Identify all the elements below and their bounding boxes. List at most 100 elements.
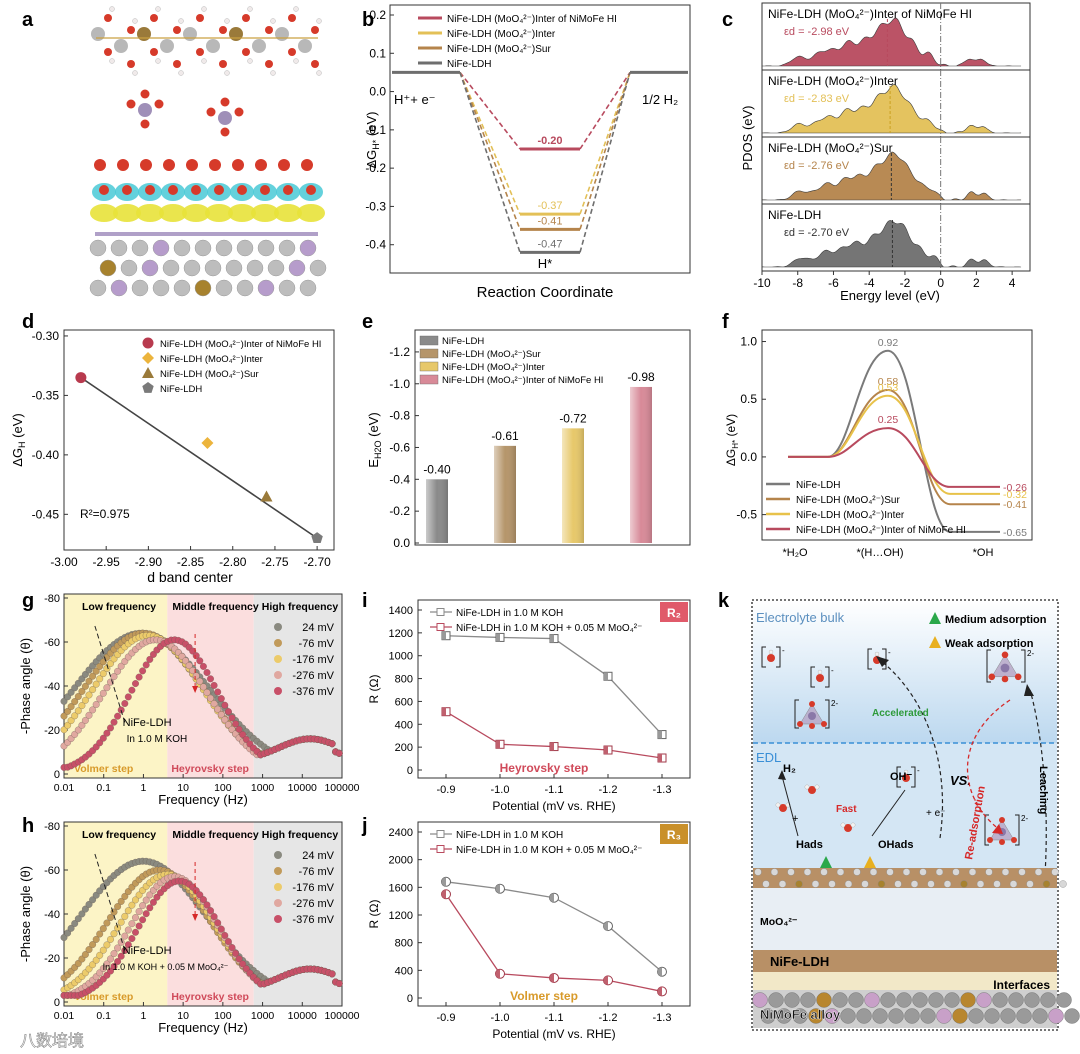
chart-e-legend-swatch <box>419 348 439 359</box>
chart-g-point <box>107 724 114 732</box>
chart-g-point <box>235 725 243 733</box>
chart-f-legend-label: NiFe-LDH (MoO₄²⁻)Sur <box>796 495 900 506</box>
chart-e-frame <box>414 329 691 546</box>
chart-b-value-label: -0.20 <box>537 135 562 147</box>
chart-i-badge-label: R₂ <box>667 606 681 620</box>
chart-h-point <box>92 935 100 943</box>
oxygen-atom <box>306 185 316 195</box>
chart-h-point <box>60 934 68 941</box>
oxo-species <box>902 774 910 782</box>
medium-adsorption-icon <box>929 612 941 624</box>
chart-g-ytick-label: 0 <box>54 769 60 781</box>
molybdate-mo-atom <box>1000 663 1010 673</box>
chart-g-xlabel: Frequency (Hz) <box>158 792 248 807</box>
ldh-lattice-atom <box>836 868 845 876</box>
chart-j-badge-label: R₃ <box>667 828 681 842</box>
chart-h-annotation-2: In 1.0 M KOH + 0.05 M MoO₄²⁻ <box>103 962 229 972</box>
chart-b-frame <box>389 4 691 274</box>
chart-h-step-heyrovsky: Heyrovsky step <box>171 991 249 1003</box>
chart-e-value-label: -0.61 <box>491 429 519 443</box>
chart-h-point <box>121 912 129 920</box>
chart-i-ytick-label: 200 <box>395 742 413 754</box>
oxygen-atom <box>311 26 319 34</box>
chart-g-point <box>224 708 232 716</box>
molybdate-o-atom <box>1001 675 1009 683</box>
alloy-atom <box>152 279 170 297</box>
alloy-atom <box>194 239 212 257</box>
chart-f-peak-label: 0.58 <box>878 376 899 388</box>
bracket-left <box>867 648 872 670</box>
chart-g-point <box>135 673 143 681</box>
alloy-atom <box>288 259 306 277</box>
chart-i-ytick-label: 800 <box>395 674 413 686</box>
panel-labels: a b c d e f g h i j k <box>22 9 733 837</box>
ldh-lattice-atom <box>795 880 803 888</box>
alloy-atom <box>257 239 275 257</box>
chart-f-xcategory: *(H…OH) <box>856 547 903 559</box>
chart-g-point <box>74 726 82 734</box>
chart-h-point <box>74 915 82 923</box>
chart-h-point <box>96 930 104 938</box>
chart-h-legend-marker <box>274 851 282 859</box>
chart-j-point-fill <box>603 921 608 931</box>
ldh-lattice-atom <box>877 880 886 888</box>
chart-h-point <box>103 960 111 968</box>
chart-d-legend-marker <box>142 367 154 378</box>
ldh-metal-atom <box>206 39 220 53</box>
chart-b-dash-out <box>579 71 631 150</box>
chart-d-legend-marker <box>142 352 154 364</box>
chart-b-ytick-label: 0.2 <box>369 8 386 22</box>
chart-f-ylabel: ΔGH* (eV) <box>724 414 740 466</box>
chart-f-energy-profile: -0.5 0.0 0.5 1.0 *H₂O *(H…OH) *OH ΔGH* (eV) 0.… <box>724 329 1033 559</box>
chart-f-line <box>788 394 1000 495</box>
watermark: 八数培境 <box>20 1031 84 1050</box>
hydrogen-atom <box>224 70 230 76</box>
chart-f-ytick-label: 1.0 <box>740 335 757 349</box>
chart-g-point <box>203 689 211 696</box>
alloy-atom <box>141 259 159 277</box>
chart-j-legend-marker <box>436 830 445 838</box>
chart-h-point <box>114 958 122 965</box>
panel-label-g: g <box>22 590 34 612</box>
chart-f-xcategory: *OH <box>973 547 994 559</box>
chart-h-point <box>78 910 86 918</box>
chart-c-xtick-label: 0 <box>937 276 944 290</box>
alloy-sphere <box>888 1008 904 1024</box>
chart-b-dash-out <box>579 72 631 215</box>
chart-g-point <box>103 684 111 692</box>
hydrogen-atom <box>270 18 276 24</box>
chart-i-step-label: Heyrovsky step <box>500 761 589 775</box>
chart-e-ytick-label: -0.2 <box>389 504 410 518</box>
chart-g-point <box>199 683 207 691</box>
alloy-sphere <box>1024 992 1040 1008</box>
alloy-sphere <box>752 992 768 1008</box>
ldh-lattice-atom <box>811 880 820 888</box>
chart-d-xtick-label: -2.70 <box>303 555 331 569</box>
chart-j-point-fill <box>603 975 608 985</box>
chart-i-ytick-label: 1200 <box>389 628 413 640</box>
hydrogen-atom <box>201 6 207 12</box>
chart-h-ytick-label: -20 <box>44 953 60 965</box>
chart-g-point <box>60 712 68 720</box>
chart-e-legend-label: NiFe-LDH (MoO₄²⁻)Inter of NiMoFe HI <box>442 375 603 386</box>
ldh-metal-atom <box>298 39 312 53</box>
chart-f-peak-label: 0.25 <box>878 414 899 426</box>
ldh-lattice-atom <box>985 868 993 876</box>
charge-label: - <box>782 646 785 655</box>
molybdate-o-atom <box>140 119 150 129</box>
chart-h-legend-marker <box>274 883 282 891</box>
ldh-lattice-atom <box>778 880 787 888</box>
bracket-right <box>1015 814 1020 846</box>
chart-i-point-fill <box>496 740 500 749</box>
chart-i-xtick-label: -1.1 <box>545 784 564 796</box>
chart-h-legend-label: -276 mV <box>292 898 334 910</box>
alloy-sphere <box>920 1008 936 1024</box>
chart-j-ytick-label: 2000 <box>389 855 413 867</box>
ldh-lattice-atom <box>820 868 828 876</box>
ldh-lattice-atom <box>935 868 944 876</box>
alloy-atom <box>131 279 149 297</box>
ldh-lattice-atom <box>952 868 960 876</box>
chart-h-point <box>64 929 72 937</box>
oxygen-atom <box>278 159 290 171</box>
chart-h-point <box>124 941 132 949</box>
